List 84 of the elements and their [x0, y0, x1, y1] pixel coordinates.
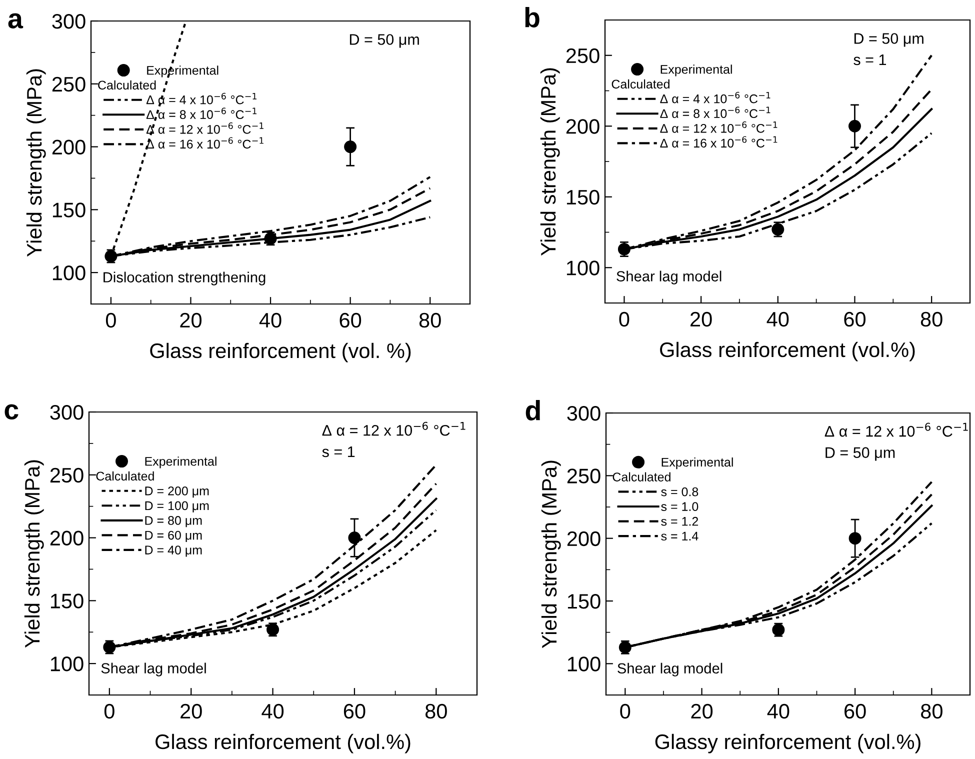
y-tick-label: 200 [567, 531, 600, 546]
annotation: Δ α = 12 x 10$^{−6}$ °C$^{−1}$ [824, 422, 968, 437]
y-axis-title: Yield strength (MPa) [541, 460, 561, 648]
y-tick-label: 100 [566, 260, 600, 276]
legend-label: Δ α = 8 x 10$^{−6}$ °C$^{−1}$ [146, 108, 256, 120]
legend-label: D = 40 μm [145, 546, 202, 557]
annotation: Dislocation strengthening [104, 272, 266, 286]
x-axis-title: Glassy reinforcement (vol.%) [655, 734, 920, 754]
y-tick-label: 250 [52, 76, 86, 92]
y-tick-label: 100 [50, 656, 84, 672]
y-tick-label: 100 [568, 656, 600, 672]
annotation: Shear lag model [616, 270, 722, 284]
legend-label: D = 100 μm [145, 501, 209, 512]
legend-label: Δ α = 12 x 10$^{−6}$ °C$^{−1}$ [660, 121, 778, 133]
x-tick-label: 60 [844, 704, 866, 719]
y-tick-label: 150 [50, 594, 84, 608]
legend-label: Δ α = 16 x 10$^{−6}$ °C$^{−1}$ [660, 136, 778, 148]
y-tick-label: 150 [566, 190, 600, 205]
y-tick-label: 200 [50, 530, 84, 546]
x-tick-label: 80 [419, 312, 441, 328]
x-tick-label: 40 [262, 704, 284, 719]
legend-label: s = 1.2 [661, 516, 698, 526]
x-tick-label: 80 [920, 312, 942, 327]
legend-label: D = 80 μm [145, 516, 202, 528]
y-axis-title: Yield strength (MPa) [24, 460, 44, 648]
x-axis-title: Glass reinforcement (vol.%) [660, 342, 915, 362]
legend-label: Δ α = 8 x 10$^{−6}$ °C$^{−1}$ [660, 106, 770, 118]
legend-label: D = 200 μm [145, 486, 209, 498]
annotation: Δ α = 12 x 10$^{−6}$ °C$^{−1}$ [322, 422, 466, 436]
chart-title: a [8, 13, 24, 28]
annotation: s = 1 [854, 54, 886, 66]
chart-title: b [525, 7, 540, 28]
chart-title: d [526, 400, 540, 420]
legend-label: Experimental [147, 66, 218, 78]
legend-label: D = 60 μm [145, 530, 202, 542]
y-tick-label: 300 [567, 406, 600, 421]
x-tick-label: 0 [619, 312, 630, 327]
y-axis-title: Yield strength (MPa) [26, 69, 46, 257]
legend-title: Calculated [96, 471, 154, 481]
annotation: Shear lag model [618, 662, 722, 676]
y-tick-label: 200 [52, 140, 86, 155]
x-tick-label: 40 [767, 704, 790, 719]
x-tick-label: 60 [340, 312, 362, 328]
y-tick-label: 300 [50, 405, 84, 420]
y-tick-label: 100 [52, 266, 86, 280]
legend-label: Experimental [145, 456, 216, 468]
x-tick-label: 40 [766, 312, 789, 327]
legend-label: Δ α = 4 x 10$^{−6}$ °C$^{−1}$ [660, 92, 770, 104]
x-tick-label: 80 [921, 704, 942, 719]
y-tick-label: 250 [50, 468, 84, 483]
legend-title: Calculated [98, 80, 156, 90]
y-tick-label: 300 [52, 14, 86, 29]
legend-title: Calculated [612, 472, 670, 482]
legend-label: s = 1.4 [661, 532, 698, 541]
x-tick-label: 60 [844, 312, 866, 327]
x-tick-label: 0 [620, 704, 630, 719]
legend-label: Experimental [660, 64, 732, 76]
y-axis-title: Yield strength (MPa) [540, 68, 560, 256]
legend-label: Experimental [662, 457, 733, 470]
annotation: D = 50 μm [826, 447, 895, 461]
x-axis-title: Glass reinforcement (vol. %) [150, 342, 411, 362]
y-tick-label: 250 [567, 468, 600, 484]
x-tick-label: 20 [690, 312, 712, 327]
y-tick-label: 150 [52, 202, 86, 218]
y-tick-label: 250 [566, 48, 600, 64]
legend-title: Calculated [612, 79, 670, 89]
annotation: D = 50 μm [854, 33, 924, 47]
chart-title: c [4, 404, 18, 420]
x-tick-label: 20 [691, 704, 713, 719]
x-axis-title: Glass reinforcement (vol.%) [156, 734, 410, 754]
x-tick-label: 60 [344, 704, 366, 719]
x-tick-label: 0 [104, 704, 114, 719]
annotation: Shear lag model [101, 662, 206, 676]
y-tick-label: 150 [568, 594, 600, 609]
annotation: s = 1 [322, 446, 355, 458]
x-tick-label: 20 [180, 312, 202, 328]
annotation: D = 50 μm [350, 34, 419, 48]
y-tick-label: 200 [566, 119, 600, 134]
x-tick-label: 40 [259, 312, 282, 328]
x-tick-label: 20 [180, 704, 202, 719]
x-tick-label: 0 [106, 312, 116, 328]
x-tick-label: 80 [425, 704, 447, 719]
legend-label: s = 0.8 [661, 487, 698, 496]
legend-label: s = 1.0 [661, 502, 698, 511]
